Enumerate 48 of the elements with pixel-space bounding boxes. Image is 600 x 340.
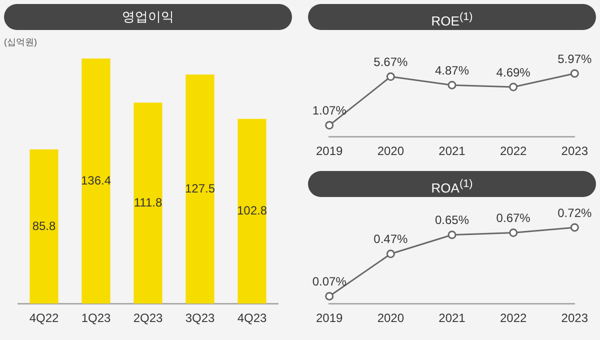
data-label: 0.65% bbox=[434, 213, 470, 228]
point bbox=[386, 72, 395, 81]
x-tick-label: 3Q23 bbox=[185, 311, 215, 326]
chart-title: ROE$^{(1)}$ bbox=[308, 4, 596, 30]
x-tick-label: 2021 bbox=[438, 144, 466, 158]
data-label: 111.8 bbox=[134, 195, 162, 210]
point bbox=[325, 292, 334, 300]
bar bbox=[186, 74, 214, 304]
x-tick-label: 4Q22 bbox=[29, 311, 59, 326]
x-tick-label: 2023 bbox=[561, 311, 588, 326]
x-tick-label: 2021 bbox=[438, 311, 466, 326]
bar bbox=[82, 58, 110, 304]
point bbox=[448, 230, 456, 240]
y-axis-title: (십억원) bbox=[4, 36, 38, 48]
data-label: 0.07% bbox=[312, 274, 347, 289]
data-label: 0.72% bbox=[558, 206, 592, 220]
data-label: 102.8 bbox=[236, 204, 268, 218]
point bbox=[448, 80, 456, 90]
data-label: 5.97% bbox=[558, 52, 592, 66]
data-label: 4.69% bbox=[496, 65, 531, 80]
data-label: 4.87% bbox=[434, 63, 470, 78]
bar bbox=[238, 118, 266, 304]
x-tick-label: 4Q23 bbox=[237, 311, 267, 326]
data-label: 0.47% bbox=[374, 232, 408, 246]
x-tick-label: 2023 bbox=[561, 144, 588, 158]
data-label: 5.67% bbox=[374, 54, 408, 69]
point bbox=[325, 121, 334, 130]
point bbox=[509, 82, 518, 92]
x-tick-label: 2022 bbox=[500, 144, 527, 158]
point bbox=[570, 223, 579, 232]
x-tick-label: 2019 bbox=[316, 144, 344, 158]
bar bbox=[134, 102, 162, 304]
chart-title: ROA$^{(1)}$ bbox=[308, 171, 596, 197]
data-label: 0.67% bbox=[496, 211, 531, 226]
point bbox=[570, 69, 579, 78]
data-label: 1.07% bbox=[312, 104, 347, 118]
x-tick-label: 2022 bbox=[500, 311, 527, 326]
x-tick-label: 2Q23 bbox=[133, 311, 163, 326]
point bbox=[386, 250, 395, 258]
chart-title: 영업이익 bbox=[4, 4, 292, 30]
x-tick-label: 1Q23 bbox=[81, 311, 111, 326]
x-tick-label: 2020 bbox=[377, 311, 404, 326]
data-label: 85.8 bbox=[32, 218, 56, 233]
x-tick-label: 2020 bbox=[377, 144, 404, 158]
bar bbox=[30, 149, 58, 304]
data-label: 127.5 bbox=[184, 181, 216, 196]
x-tick-label: 2019 bbox=[316, 311, 344, 326]
point bbox=[509, 228, 518, 237]
